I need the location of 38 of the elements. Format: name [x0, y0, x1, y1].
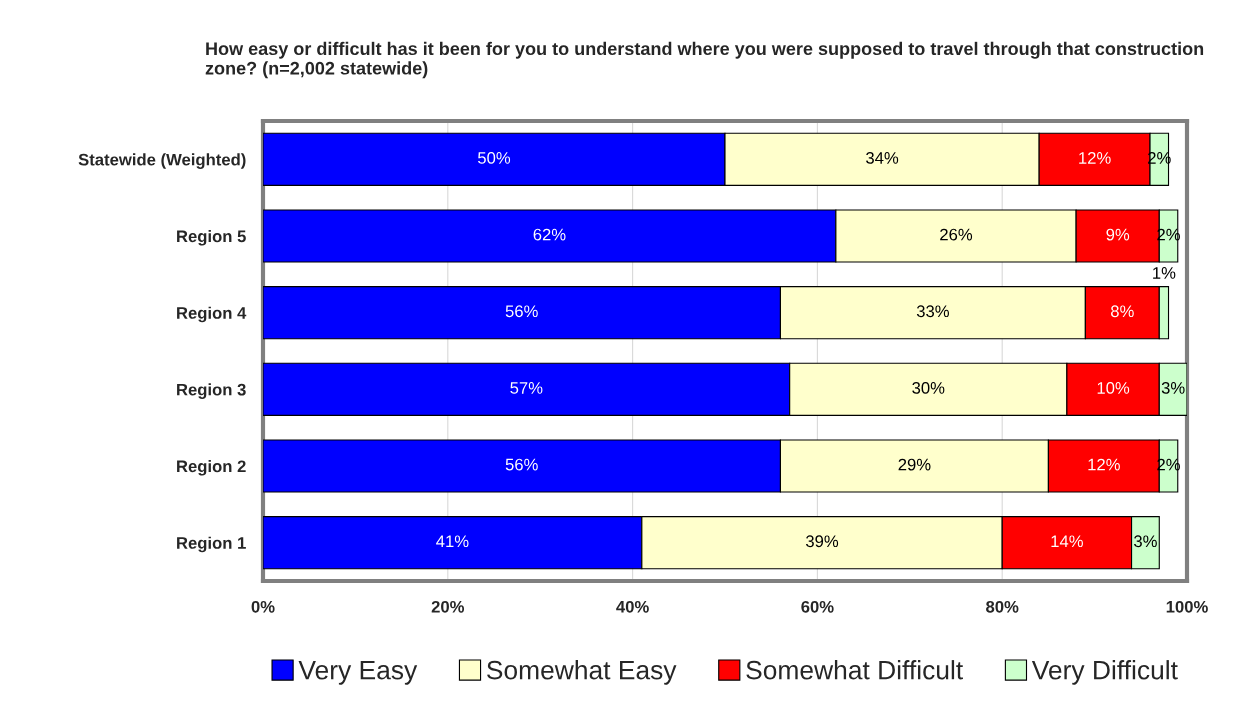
data-label: 10% — [1097, 382, 1130, 394]
data-label: 3% — [1134, 535, 1157, 548]
legend-label: Very Difficult — [1031, 660, 1178, 685]
data-label: 50% — [477, 152, 511, 164]
legend-label: Somewhat Difficult — [746, 660, 963, 680]
x-tick-label: 40% — [616, 600, 649, 613]
data-label: 12% — [1079, 152, 1111, 164]
data-label: 3% — [1161, 382, 1185, 394]
legend-label: Very Easy — [298, 661, 418, 685]
data-label: 33% — [916, 305, 949, 318]
x-tick-label: 0% — [251, 600, 275, 613]
data-label: 8% — [1111, 305, 1134, 318]
y-tick-label: Region 4 — [177, 306, 247, 323]
data-label: 34% — [866, 152, 899, 164]
y-tick-label: Region 3 — [177, 383, 246, 399]
x-tick-label: 60% — [801, 600, 834, 613]
chart-title: How easy or difficult has it been for you to understand where you were supposed to travel through that construction zone? (n=2,002 statewide) — [205, 41, 1204, 79]
y-tick-label: Region 1 — [177, 536, 246, 553]
x-tick-label: 20% — [431, 600, 465, 613]
data-label: 1% — [1153, 267, 1176, 279]
legend-label: Somewhat Easy — [487, 660, 677, 685]
y-tick-label: Region 5 — [177, 229, 246, 246]
data-label: 30% — [912, 382, 945, 394]
x-tick-label: 100% — [1166, 600, 1208, 613]
data-label: 9% — [1106, 228, 1130, 241]
y-tick-label: Statewide (Weighted) — [78, 153, 246, 169]
data-label: 56% — [505, 458, 538, 471]
y-tick-label: Region 2 — [177, 459, 246, 476]
data-label: 56% — [505, 305, 538, 318]
data-label: 62% — [533, 228, 566, 241]
data-label: 29% — [898, 458, 931, 471]
data-label: 41% — [436, 535, 469, 548]
data-label: 14% — [1051, 535, 1083, 548]
data-label: 12% — [1088, 458, 1120, 471]
data-label: 26% — [940, 228, 973, 241]
data-label: 57% — [510, 382, 543, 394]
x-tick-label: 80% — [986, 600, 1019, 613]
data-label: 39% — [805, 535, 839, 548]
